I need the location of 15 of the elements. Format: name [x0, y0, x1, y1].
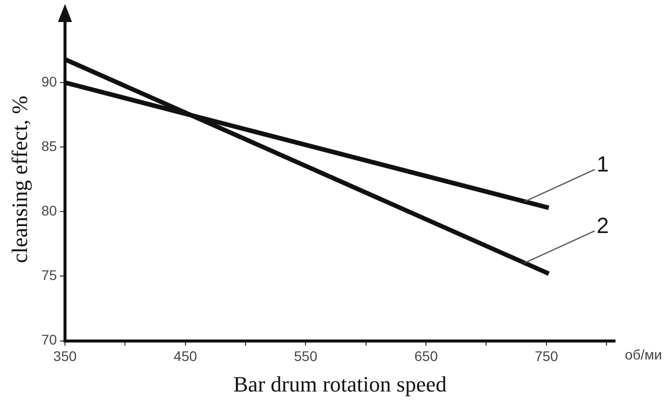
x-tick-label: 350: [53, 348, 77, 364]
text: 1: [596, 152, 609, 177]
text: 2: [596, 213, 609, 238]
y-tick-label: 75: [41, 267, 58, 284]
y-tick-label: 70: [41, 332, 58, 348]
x-axis-title: Bar drum rotation speed: [233, 372, 447, 397]
y-tick-label: 80: [41, 202, 58, 219]
y-tick-label: 90: [41, 73, 58, 90]
x-tick-label: 550: [294, 348, 318, 364]
text: об/ми: [624, 346, 662, 363]
x-tick-label: 750: [534, 348, 558, 364]
y-axis-title: cleansing effect, %: [6, 96, 32, 264]
x-tick-label: 650: [414, 348, 438, 364]
y-tick-label: 85: [41, 138, 58, 154]
x-tick-label: 450: [174, 348, 198, 364]
